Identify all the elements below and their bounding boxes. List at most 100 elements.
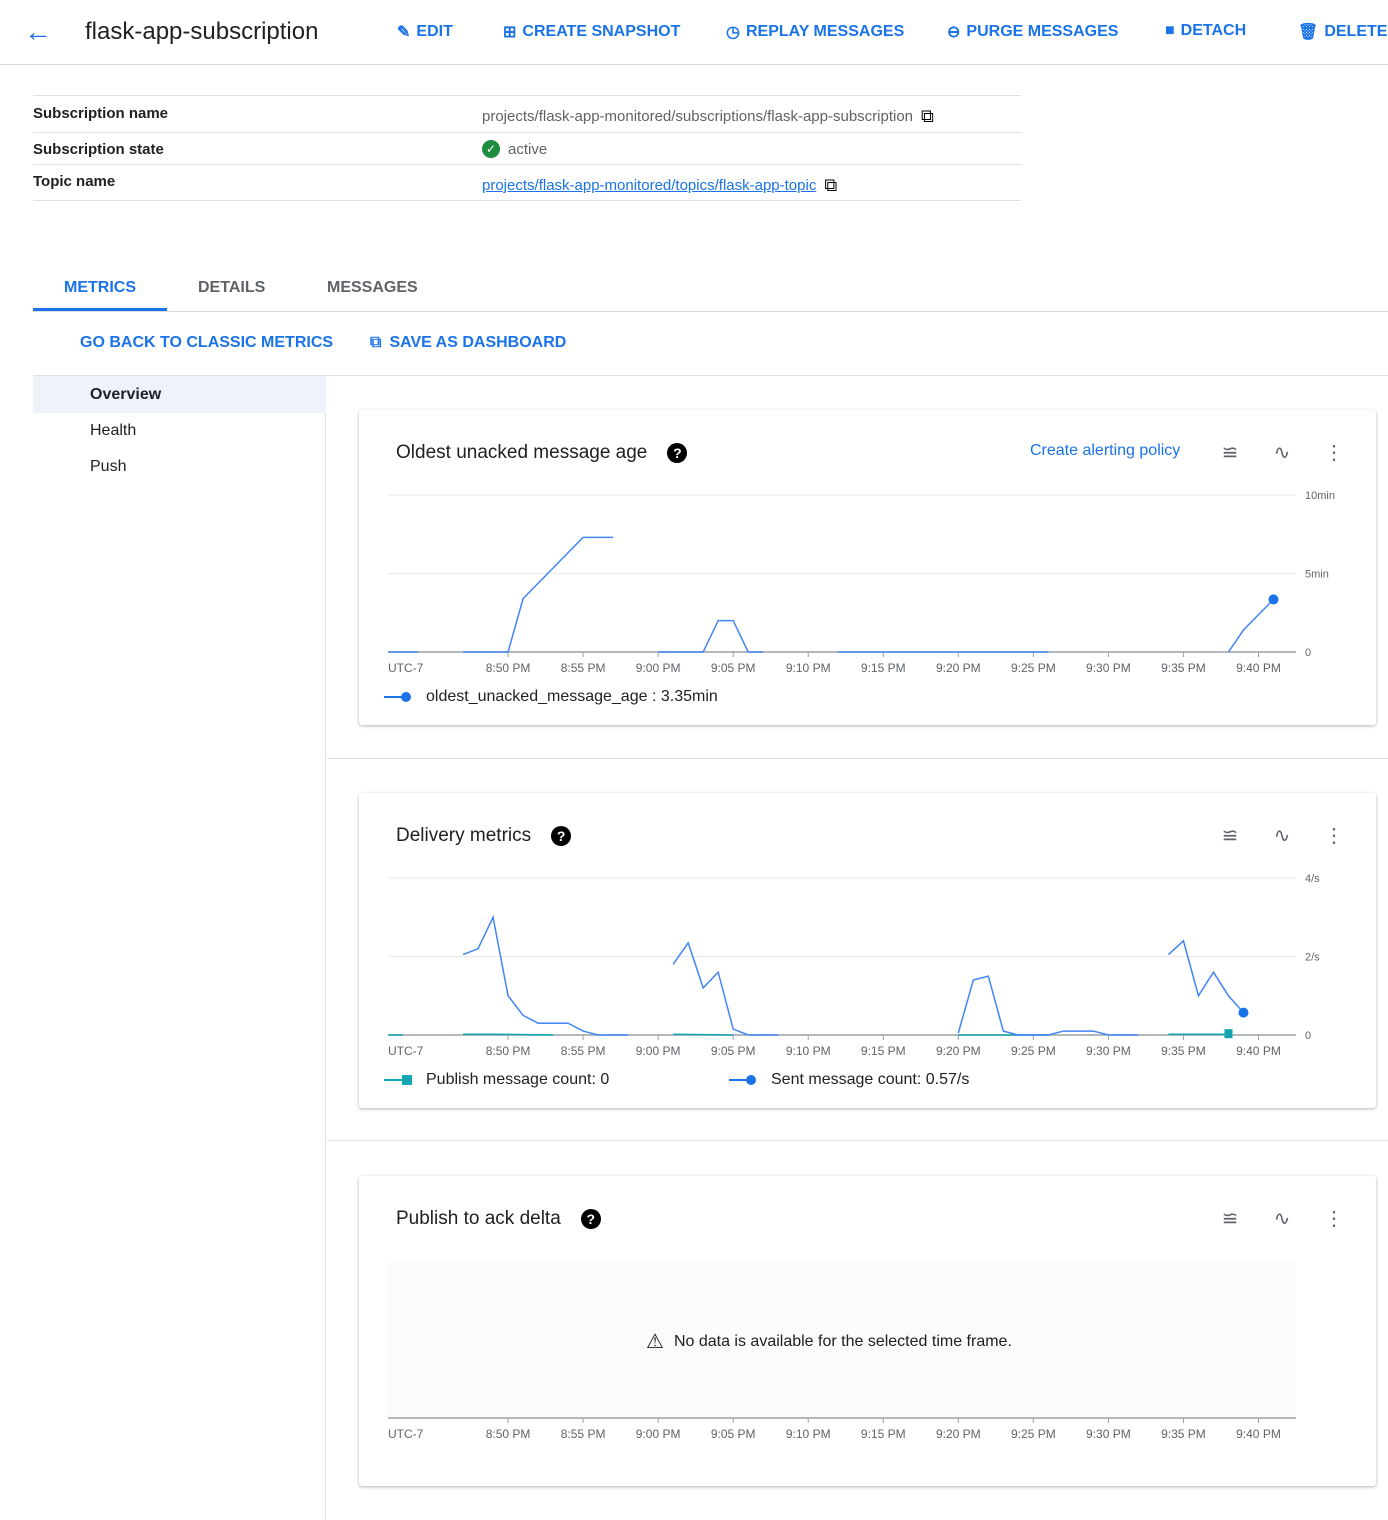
clock-icon: ◷ [726, 24, 740, 41]
copy-icon[interactable]: ⧉ [921, 106, 934, 126]
legend-line-marker [729, 1075, 756, 1085]
x-tick-label: 9:40 PM [1236, 1044, 1281, 1058]
more-vert-icon[interactable]: ⋮ [1324, 442, 1344, 464]
x-tick-label: 9:05 PM [711, 1427, 756, 1441]
create-snapshot-button[interactable]: ⊞ CREATE SNAPSHOT [503, 22, 680, 42]
x-tick-label: 9:05 PM [711, 661, 756, 675]
tab-details[interactable]: DETAILS [198, 279, 266, 296]
last-point-marker [1268, 594, 1279, 605]
sidebar-item-overview[interactable]: Overview [33, 376, 326, 413]
x-tick-label: 9:35 PM [1161, 1044, 1206, 1058]
top-bar: ← flask-app-subscription ✎ EDIT ⊞ CREATE S… [0, 0, 1388, 65]
copy-icon[interactable]: ⧉ [824, 175, 838, 195]
x-tick-label: 9:15 PM [861, 1427, 906, 1441]
legend-toggle-icon[interactable]: ≌ [1221, 442, 1239, 464]
replay-label: REPLAY MESSAGES [745, 23, 905, 40]
chart-card-delivery: Delivery metrics? ≌ ∿ ⋮ 0 2/s 4/s UTC-7 8:50 P… [359, 793, 1376, 1108]
info-row: Subscription name projects/flask-app-mon… [33, 95, 1021, 132]
tab-messages[interactable]: MESSAGES [327, 279, 418, 296]
chart-title: Delivery metrics [396, 825, 532, 846]
create-alerting-policy-link[interactable]: Create alerting policy [1030, 442, 1181, 459]
divider [327, 1140, 1388, 1141]
no-data-text: No data is available for the selected ti… [673, 1332, 1012, 1350]
y-tick-label: 4/s [1305, 873, 1320, 885]
edit-label: EDIT [416, 23, 453, 40]
more-vert-icon[interactable]: ⋮ [1324, 1208, 1344, 1230]
legend-name: Publish message count [426, 1071, 592, 1088]
metrics-sidebar: Overview Health Push [33, 376, 326, 1520]
copy-icon: ⧉ [370, 334, 382, 351]
timezone-label: UTC-7 [388, 1044, 424, 1058]
active-tab-indicator [33, 308, 167, 311]
pencil-icon: ✎ [397, 24, 411, 41]
delete-label: DELETE [1324, 23, 1388, 40]
x-tick-label: 9:00 PM [636, 1044, 681, 1058]
legend-toggle-icon[interactable]: ≌ [1221, 825, 1239, 847]
series-line [462, 914, 629, 1036]
x-tick-label: 9:15 PM [861, 661, 906, 675]
save-dashboard-button[interactable]: ⧉ SAVE AS DASHBOARD [370, 334, 566, 352]
subscription-state-value: active [508, 140, 548, 158]
explore-chart-icon[interactable]: ∿ [1273, 1208, 1291, 1230]
back-arrow-icon[interactable]: ← [24, 16, 52, 47]
series-line [1167, 939, 1245, 1014]
info-row: Subscription state ✓ active [33, 132, 1021, 164]
x-tick-label: 9:20 PM [936, 661, 981, 675]
chart-plot: 0 2/s 4/s UTC-7 8:50 PM 8:55 PM 9:00 PM 9:05 PM… [388, 873, 1320, 1058]
series-line [1227, 598, 1275, 653]
explore-chart-icon[interactable]: ∿ [1273, 825, 1291, 847]
no-data-area [388, 1262, 1296, 1417]
x-tick-label: 8:55 PM [561, 1427, 606, 1441]
chart-title: Publish to ack delta [396, 1208, 561, 1229]
legend-value: 0 [600, 1071, 610, 1088]
tab-metrics[interactable]: METRICS [64, 279, 136, 296]
detach-button[interactable]: ■ DETACH [1165, 22, 1246, 40]
chart-plot: 0 5min 10min UTC-7 8:50 PM 8:55 PM 9:00 PM 9:05… [388, 490, 1335, 675]
snapshot-icon: ⊞ [503, 24, 517, 41]
legend-line-marker [384, 692, 411, 702]
legend-item: Sent message count: 0.57/s [729, 1071, 969, 1089]
trash-icon: 🗑 [1298, 24, 1319, 41]
series-line [673, 1033, 734, 1036]
y-tick-label: 2/s [1305, 952, 1320, 964]
x-tick-label: 9:00 PM [636, 661, 681, 675]
y-tick-label: 10min [1305, 490, 1335, 502]
purge-label: PURGE MESSAGES [966, 23, 1119, 40]
purge-messages-button[interactable]: ⊖ PURGE MESSAGES [947, 22, 1118, 42]
x-tick-label: 9:40 PM [1236, 1427, 1281, 1441]
sidebar-item-health[interactable]: Health [90, 422, 137, 439]
sidebar-item-push[interactable]: Push [90, 458, 127, 475]
explore-chart-icon[interactable]: ∿ [1273, 442, 1291, 464]
series-line [672, 941, 779, 1036]
x-tick-label: 8:55 PM [561, 1044, 606, 1058]
divider [33, 375, 1388, 376]
x-tick-label: 9:30 PM [1086, 1427, 1131, 1441]
x-tick-label: 9:20 PM [936, 1427, 981, 1441]
x-tick-label: 8:50 PM [486, 1427, 531, 1441]
more-vert-icon[interactable]: ⋮ [1324, 825, 1344, 847]
create-snapshot-label: CREATE SNAPSHOT [522, 23, 681, 40]
x-tick-label: 9:30 PM [1086, 1044, 1131, 1058]
help-icon[interactable]: ? [551, 826, 572, 846]
page-title: flask-app-subscription [85, 18, 319, 45]
replay-messages-button[interactable]: ◷ REPLAY MESSAGES [726, 22, 904, 42]
help-icon[interactable]: ? [580, 1209, 601, 1229]
delete-button[interactable]: 🗑 DELETE [1298, 22, 1387, 42]
series-line [957, 975, 1139, 1036]
topic-link[interactable]: projects/flask-app-monitored/topics/flas… [482, 177, 817, 194]
x-tick-label: 9:10 PM [786, 1044, 831, 1058]
legend-item: Publish message count: 0 [384, 1071, 609, 1089]
help-icon[interactable]: ? [667, 443, 688, 463]
no-data-message: ⚠ No data is available for the selected t… [646, 1329, 1012, 1354]
tab-bar: METRICS DETAILS MESSAGES [33, 265, 1388, 312]
series-line [463, 536, 614, 653]
y-tick-label: 0 [1305, 1030, 1311, 1042]
classic-metrics-button[interactable]: GO BACK TO CLASSIC METRICS [80, 334, 334, 351]
legend-value: 0.57/s [925, 1071, 970, 1088]
x-tick-label: 8:55 PM [561, 661, 606, 675]
x-tick-label: 9:10 PM [786, 1427, 831, 1441]
legend-toggle-icon[interactable]: ≌ [1221, 1208, 1239, 1230]
edit-button[interactable]: ✎ EDIT [397, 22, 453, 42]
detach-label: DETACH [1180, 22, 1247, 39]
divider [327, 758, 1388, 759]
